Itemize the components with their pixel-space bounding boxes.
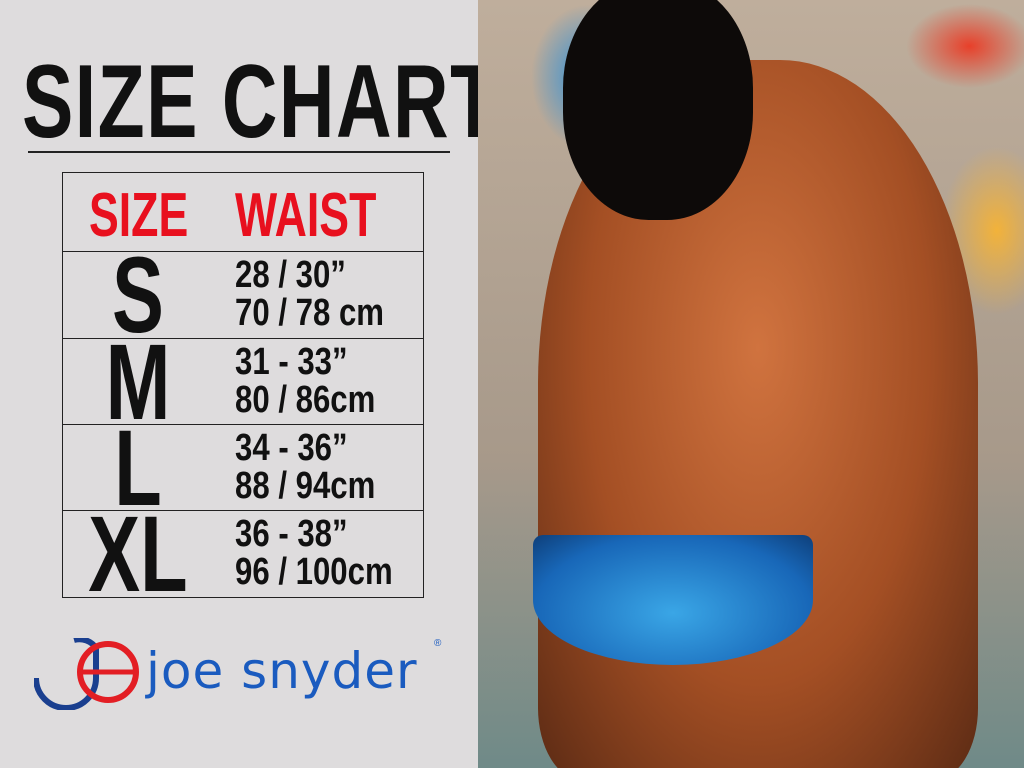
waist-inches: 36 - 38” <box>235 513 348 555</box>
table-row: XL 36 - 38” 96 / 100cm <box>63 493 423 614</box>
model-photo <box>478 0 1024 768</box>
table-row: S 28 / 30” 70 / 78 cm <box>63 234 423 355</box>
size-label: S <box>112 234 164 355</box>
waist-inches: 34 - 36” <box>235 427 348 469</box>
size-label: XL <box>88 493 188 614</box>
size-table: SIZE WAIST S 28 / 30” 70 / 78 cm M 31 - … <box>62 172 424 614</box>
title-divider <box>28 151 450 153</box>
header-size: SIZE <box>89 181 189 250</box>
waist-cm: 96 / 100cm <box>235 551 393 593</box>
waist-inches: 28 / 30” <box>235 254 346 296</box>
size-label: M <box>105 321 171 442</box>
table-header-row: SIZE WAIST <box>63 173 423 251</box>
brand-name: joe snyder <box>146 642 418 700</box>
waist-cm: 88 / 94cm <box>235 465 376 507</box>
model-head-shadow <box>563 0 753 220</box>
js-monogram-icon <box>34 638 139 710</box>
table-row: L 34 - 36” 88 / 94cm <box>63 407 423 528</box>
brand-logo: joe snyder ® <box>34 638 454 710</box>
registered-mark: ® <box>434 638 442 649</box>
table-row: M 31 - 33” 80 / 86cm <box>63 321 423 442</box>
header-waist: WAIST <box>235 181 377 250</box>
blue-swim-brief <box>533 535 813 665</box>
page-title: SIZE CHART <box>22 44 499 160</box>
size-chart-panel: SIZE CHART SIZE WAIST S 28 / 30” 70 / 78… <box>0 0 499 768</box>
waist-inches: 31 - 33” <box>235 341 348 383</box>
waist-cm: 70 / 78 cm <box>235 292 384 334</box>
waist-cm: 80 / 86cm <box>235 379 376 421</box>
size-label: L <box>114 407 162 528</box>
